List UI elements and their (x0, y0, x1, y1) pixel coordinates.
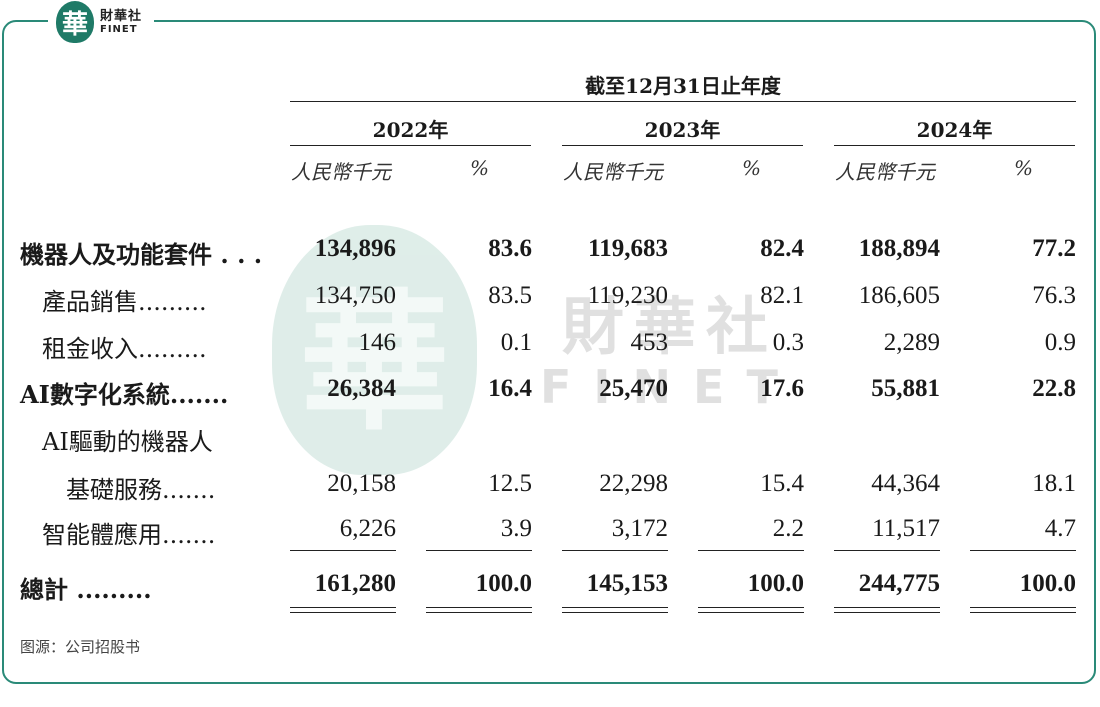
subtotal-rule (834, 550, 940, 551)
cell: 134,750 (314, 282, 396, 309)
subtotal-rule (562, 550, 668, 551)
cell: 2,289 (883, 329, 940, 356)
logo-seal-icon: 華 (56, 1, 94, 43)
pct-label-2022: % (470, 156, 490, 180)
total-double-rule (698, 607, 804, 613)
header-rule (290, 101, 1076, 102)
row-label-agent-applications: 智能體應用....... (42, 521, 216, 549)
watermark-text: 財華社 FINET (540, 290, 800, 414)
cell: 119,683 (588, 235, 668, 262)
cell: 82.1 (760, 282, 804, 309)
row-label-robots-kits: 機器人及功能套件 . . . (20, 240, 263, 269)
cell: 83.5 (488, 282, 532, 309)
pct-label-2023: % (742, 156, 762, 180)
total-double-rule (970, 607, 1076, 613)
cell: 17.6 (760, 375, 804, 402)
cell: 55,881 (871, 375, 940, 402)
unit-label-2024: 人民幣千元 (835, 160, 935, 184)
row-label-ai-driven-robots: AI驅動的機器人 (42, 428, 213, 456)
watermark-en: FINET (540, 360, 800, 414)
cell: 146 (358, 329, 397, 356)
cell: 186,605 (858, 282, 940, 309)
row-label-rental-income: 租金收入......... (42, 335, 207, 363)
year-rule-2022 (290, 145, 531, 146)
cell: 77.2 (1032, 235, 1076, 262)
cell: 161,280 (314, 570, 396, 597)
cell: 100.0 (747, 570, 804, 597)
source-note: 图源：公司招股书 (20, 638, 141, 656)
cell: 3.9 (500, 515, 532, 542)
card-frame (2, 20, 1096, 684)
year-header-2023: 2023年 (644, 118, 721, 142)
cell: 145,153 (586, 570, 668, 597)
cell: 18.1 (1032, 470, 1076, 497)
row-label-basic-services: 基礎服務....... (66, 476, 216, 504)
unit-label-2023: 人民幣千元 (563, 160, 663, 184)
cell: 25,470 (599, 375, 668, 402)
pct-label-2024: % (1014, 156, 1034, 180)
cell: 119,230 (587, 282, 668, 309)
watermark-cn: 財華社 (561, 290, 778, 363)
cell: 22.8 (1032, 375, 1076, 402)
year-header-2022: 2022年 (372, 118, 449, 142)
cell: 15.4 (760, 470, 804, 497)
period-header: 截至12月31日止年度 (585, 74, 781, 98)
cell: 134,896 (314, 235, 396, 262)
row-label-product-sales: 產品銷售......... (42, 288, 207, 316)
cell: 244,775 (858, 570, 940, 597)
cell: 0.1 (500, 329, 532, 356)
logo-cn-text: 財華社 (100, 8, 143, 24)
row-label-total: 總計 ......... (20, 575, 152, 604)
finet-logo: 華 財華社 FINET (48, 0, 155, 44)
subtotal-rule (698, 550, 804, 551)
cell: 0.3 (772, 329, 804, 356)
cell: 82.4 (760, 235, 804, 262)
cell: 100.0 (1019, 570, 1076, 597)
cell: 3,172 (611, 515, 668, 542)
total-double-rule (426, 607, 532, 613)
year-rule-2024 (834, 145, 1075, 146)
year-rule-2023 (562, 145, 803, 146)
subtotal-rule (290, 550, 396, 551)
year-header-2024: 2024年 (916, 118, 993, 142)
subtotal-rule (970, 550, 1076, 551)
unit-label-2022: 人民幣千元 (291, 160, 391, 184)
cell: 11,517 (872, 515, 940, 542)
cell: 0.9 (1044, 329, 1076, 356)
cell: 22,298 (599, 470, 668, 497)
logo-en-text: FINET (100, 23, 138, 35)
cell: 188,894 (858, 235, 940, 262)
cell: 4.7 (1044, 515, 1076, 542)
row-label-ai-digital-system: AI數字化系統....... (20, 380, 229, 409)
subtotal-rule (426, 550, 532, 551)
cell: 2.2 (772, 515, 804, 542)
cell: 76.3 (1032, 282, 1076, 309)
cell: 20,158 (327, 470, 396, 497)
total-double-rule (290, 607, 396, 613)
cell: 16.4 (488, 375, 532, 402)
cell: 83.6 (488, 235, 532, 262)
cell: 453 (630, 329, 669, 356)
cell: 44,364 (871, 470, 940, 497)
cell: 12.5 (488, 470, 532, 497)
cell: 26,384 (327, 375, 396, 402)
cell: 6,226 (339, 515, 396, 542)
cell: 100.0 (475, 570, 532, 597)
watermark-seal-icon: 華 (272, 225, 477, 475)
total-double-rule (834, 607, 940, 613)
total-double-rule (562, 607, 668, 613)
